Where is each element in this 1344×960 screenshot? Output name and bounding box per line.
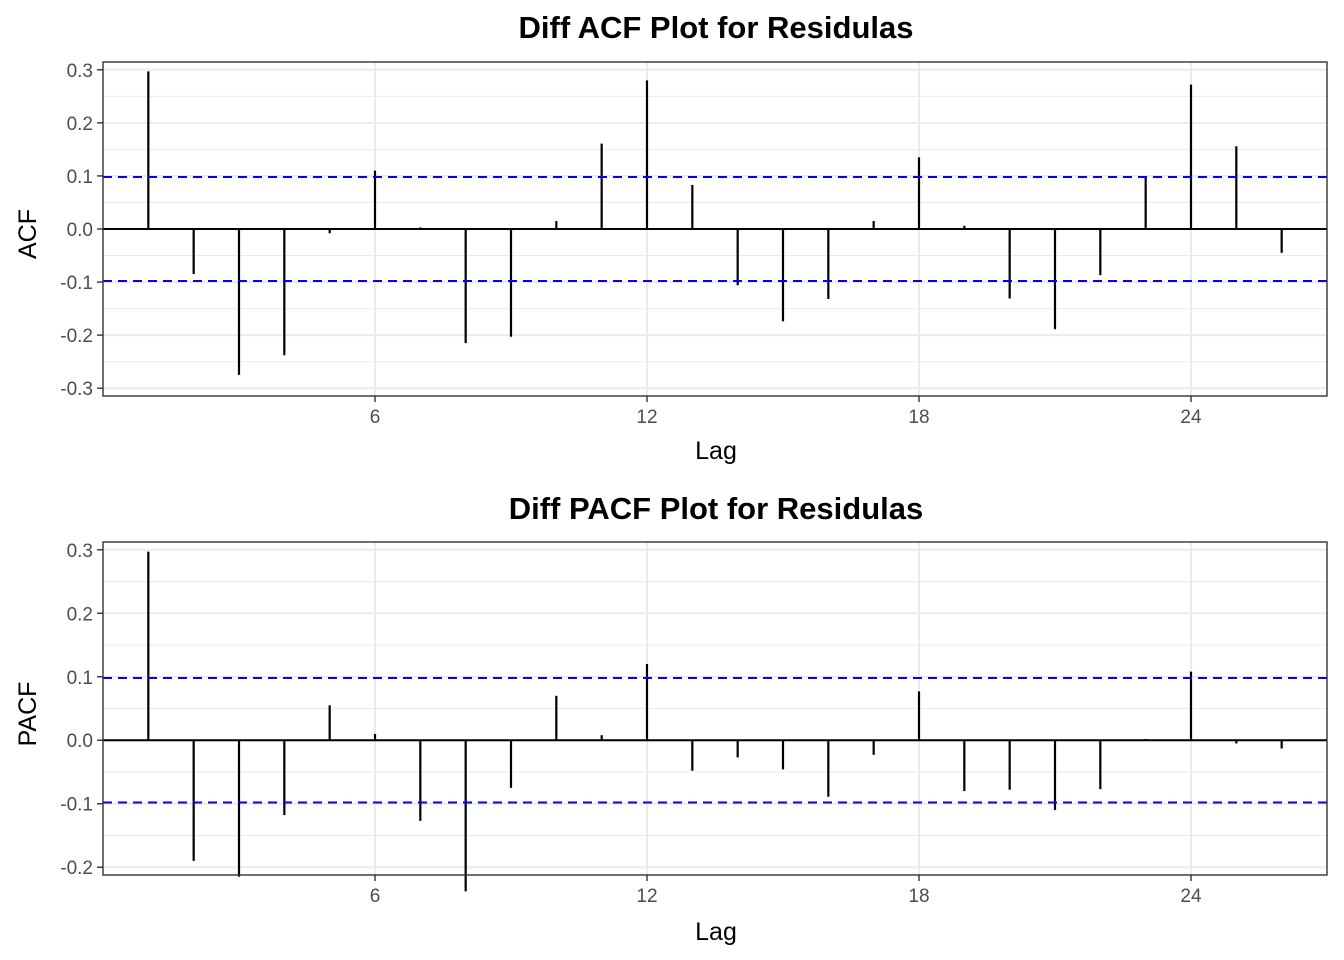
pacf-y-tick-label: 0.1 xyxy=(67,668,93,689)
acf-y-tick-label: -0.2 xyxy=(60,326,93,347)
pacf-plot-area: 0.3 0.2 0.1 0.0 -0.1 -0.2 6 12 18 24 xyxy=(60,541,1328,907)
acf-y-tick-label: 0.1 xyxy=(67,167,93,188)
pacf-y-tick-label: 0.0 xyxy=(67,731,93,752)
pacf-y-tick-label: -0.1 xyxy=(60,795,93,816)
pacf-y-axis-title: PACF xyxy=(14,682,42,747)
acf-x-tick-label: 24 xyxy=(1180,407,1202,428)
acf-y-tick-label: 0.2 xyxy=(67,114,93,135)
acf-y-tick-label: 0.0 xyxy=(67,220,93,241)
pacf-x-tick-label: 24 xyxy=(1180,886,1202,907)
acf-x-tick-label: 12 xyxy=(636,407,657,428)
acf-y-tick-label: -0.3 xyxy=(60,379,93,400)
acf-y-axis-title: ACF xyxy=(14,209,42,259)
pacf-chart: Diff PACF Plot for Residulas 0.30.20.10.… xyxy=(14,491,1328,946)
pacf-x-axis-title: Lag xyxy=(695,918,737,946)
pacf-x-tick-label: 18 xyxy=(908,886,929,907)
pacf-y-tick-label: -0.2 xyxy=(60,858,93,879)
acf-x-tick-label: 6 xyxy=(370,407,381,428)
acf-chart: Diff ACF Plot for Residulas 0.3 0.2 0.1 0.0… xyxy=(14,10,1328,465)
acf-plot-area: 0.3 0.2 0.1 0.0 -0.1 -0.2 -0.3 6 12 18 24 xyxy=(60,61,1328,428)
acf-y-tick-label: -0.1 xyxy=(60,273,93,294)
pacf-panel-border xyxy=(102,541,1328,876)
pacf-x-tick-label: 12 xyxy=(636,886,657,907)
pacf-chart-title: Diff PACF Plot for Residulas xyxy=(509,491,924,526)
acf-x-tick-label: 18 xyxy=(908,407,929,428)
pacf-y-tick-label: 0.2 xyxy=(67,604,93,625)
acf-x-axis-title: Lag xyxy=(695,437,737,465)
acf-chart-title: Diff ACF Plot for Residulas xyxy=(519,10,914,45)
pacf-x-tick-label: 6 xyxy=(370,886,381,907)
pacf-y-tick-label: 0.3 xyxy=(67,541,93,562)
acf-y-tick-label: 0.3 xyxy=(67,61,93,82)
